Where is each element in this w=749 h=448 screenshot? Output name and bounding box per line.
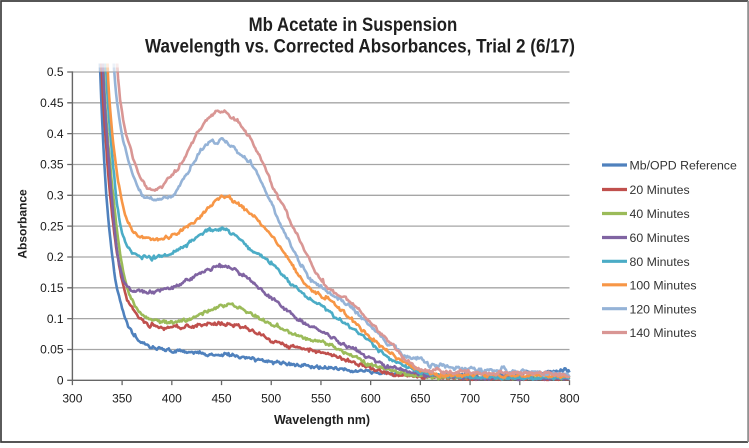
svg-text:Mb Acetate in Suspension: Mb Acetate in Suspension <box>249 14 458 35</box>
svg-text:40 Minutes: 40 Minutes <box>630 207 690 221</box>
svg-text:600: 600 <box>361 392 381 406</box>
svg-text:Wavelength nm): Wavelength nm) <box>274 413 370 427</box>
svg-text:0.25: 0.25 <box>40 219 64 233</box>
svg-text:500: 500 <box>261 392 281 406</box>
svg-text:0.5: 0.5 <box>47 65 64 79</box>
svg-text:300: 300 <box>62 392 82 406</box>
svg-text:750: 750 <box>510 392 530 406</box>
svg-text:100 Minutes: 100 Minutes <box>630 278 697 292</box>
svg-text:0.2: 0.2 <box>47 250 64 264</box>
svg-text:350: 350 <box>112 392 132 406</box>
svg-text:0.1: 0.1 <box>47 312 64 326</box>
svg-text:550: 550 <box>311 392 331 406</box>
svg-text:0: 0 <box>57 374 64 388</box>
svg-text:Mb/OPD Reference: Mb/OPD Reference <box>630 159 737 173</box>
svg-text:800: 800 <box>559 392 579 406</box>
svg-text:140 Minutes: 140 Minutes <box>630 326 697 340</box>
svg-text:120 Minutes: 120 Minutes <box>630 302 697 316</box>
svg-text:400: 400 <box>162 392 182 406</box>
svg-text:80 Minutes: 80 Minutes <box>630 255 690 269</box>
svg-text:700: 700 <box>460 392 480 406</box>
svg-text:0.35: 0.35 <box>40 158 64 172</box>
svg-text:0.3: 0.3 <box>47 189 64 203</box>
svg-text:60 Minutes: 60 Minutes <box>630 231 690 245</box>
svg-text:Absorbance: Absorbance <box>16 189 30 259</box>
svg-text:0.05: 0.05 <box>40 343 64 357</box>
svg-text:20 Minutes: 20 Minutes <box>630 183 690 197</box>
svg-text:0.4: 0.4 <box>47 127 64 141</box>
svg-text:0.45: 0.45 <box>40 96 64 110</box>
svg-text:Wavelength vs. Corrected Absor: Wavelength vs. Corrected Absorbances, Tr… <box>145 36 575 57</box>
svg-text:650: 650 <box>410 392 430 406</box>
svg-text:450: 450 <box>211 392 231 406</box>
svg-text:0.15: 0.15 <box>40 281 64 295</box>
